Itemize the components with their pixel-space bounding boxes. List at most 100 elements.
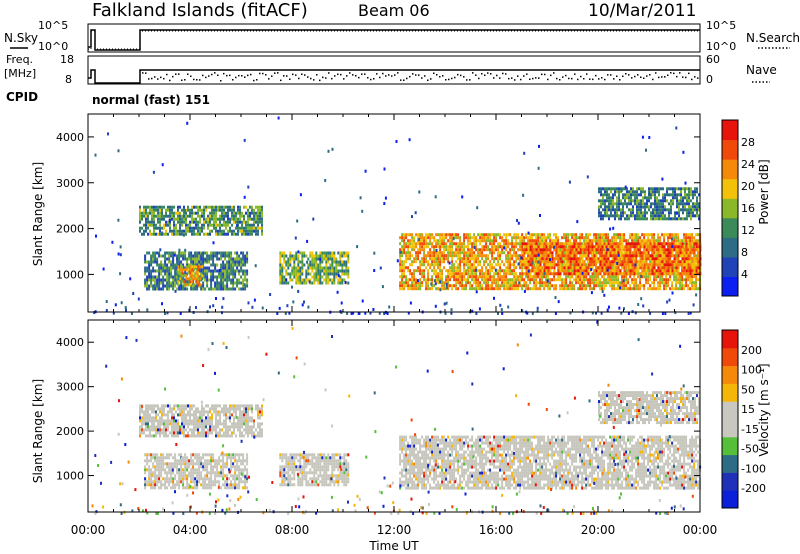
power-cell bbox=[461, 242, 464, 246]
power-cell bbox=[631, 278, 634, 282]
power-cell bbox=[307, 272, 310, 276]
power-cell bbox=[295, 278, 298, 282]
power-cell bbox=[453, 254, 456, 258]
power-cell bbox=[261, 205, 263, 209]
freq-label-2: [MHz] bbox=[4, 67, 36, 80]
power-cell bbox=[679, 245, 682, 249]
power-cell bbox=[206, 272, 209, 276]
power-cell bbox=[173, 223, 175, 227]
power-cell bbox=[659, 257, 662, 261]
power-cell bbox=[214, 254, 217, 258]
power-cell bbox=[647, 278, 650, 282]
power-cell bbox=[683, 251, 686, 255]
nave-dot bbox=[583, 78, 585, 80]
power-cell bbox=[503, 233, 506, 237]
power-cell bbox=[441, 284, 444, 288]
power-cell bbox=[291, 257, 294, 261]
power-cell bbox=[616, 205, 618, 209]
power-cell bbox=[625, 251, 628, 255]
power-cell bbox=[463, 263, 466, 267]
power-cell bbox=[257, 226, 259, 230]
power-cell bbox=[347, 257, 350, 261]
power-cell bbox=[173, 232, 175, 236]
power-cell bbox=[204, 278, 207, 282]
power-cell bbox=[623, 266, 626, 270]
power-cell bbox=[311, 275, 314, 279]
power-cell bbox=[177, 220, 179, 224]
power-cell bbox=[653, 284, 656, 288]
power-cell bbox=[311, 281, 314, 285]
power-cell bbox=[425, 278, 428, 282]
power-cell bbox=[243, 205, 245, 209]
power-cell bbox=[668, 193, 670, 197]
power-cell bbox=[649, 269, 652, 273]
power-cell bbox=[197, 265, 200, 269]
power-cell bbox=[481, 284, 484, 288]
power-cell bbox=[605, 242, 608, 246]
power-cell bbox=[150, 269, 153, 273]
power-cell bbox=[675, 284, 678, 288]
power-cell bbox=[203, 217, 205, 221]
power-cell bbox=[483, 260, 486, 264]
power-cell bbox=[597, 257, 600, 261]
power-cell bbox=[676, 205, 678, 209]
power-cell bbox=[559, 257, 562, 261]
power-cell bbox=[155, 214, 157, 218]
power-cell bbox=[671, 260, 674, 264]
power-cell bbox=[523, 245, 526, 249]
power-cell bbox=[415, 260, 418, 264]
power-cell bbox=[539, 242, 542, 246]
power-cell bbox=[651, 233, 654, 237]
power-cell bbox=[667, 257, 670, 261]
power-cell bbox=[507, 272, 510, 276]
power-cell bbox=[691, 233, 694, 237]
power-cell bbox=[533, 248, 536, 252]
power-cell bbox=[443, 239, 446, 243]
power-cell bbox=[189, 283, 192, 287]
power-cell bbox=[585, 251, 588, 255]
power-cell bbox=[343, 278, 346, 282]
power-cell bbox=[475, 278, 478, 282]
power-cell bbox=[645, 248, 648, 252]
power-cell bbox=[169, 223, 171, 227]
power-cell bbox=[505, 242, 508, 246]
power-cell bbox=[563, 269, 566, 273]
power-cell bbox=[603, 233, 606, 237]
power-cell bbox=[606, 205, 608, 209]
power-cell bbox=[463, 242, 466, 246]
power-cell bbox=[253, 217, 255, 221]
power-cell bbox=[226, 284, 229, 288]
power-cell bbox=[491, 263, 494, 267]
power-cell bbox=[209, 211, 211, 215]
nave-dot bbox=[481, 73, 483, 75]
power-cell bbox=[563, 278, 566, 282]
power-cell bbox=[555, 257, 558, 261]
power-cell bbox=[663, 248, 666, 252]
power-cell bbox=[625, 272, 628, 276]
power-cell bbox=[425, 239, 428, 243]
power-cell bbox=[473, 233, 476, 237]
power-cell bbox=[168, 287, 171, 291]
power-cell bbox=[189, 271, 192, 275]
power-cell bbox=[511, 269, 514, 273]
power-cell bbox=[309, 251, 312, 255]
power-cell bbox=[455, 233, 458, 237]
power-cell bbox=[609, 284, 612, 288]
power-cell bbox=[217, 208, 219, 212]
power-cell bbox=[630, 199, 632, 203]
power-cell bbox=[297, 254, 300, 258]
power-cell bbox=[425, 281, 428, 285]
power-cell bbox=[146, 269, 149, 273]
power-cell bbox=[679, 281, 682, 285]
power-cell bbox=[651, 239, 654, 243]
power-cell bbox=[591, 281, 594, 285]
power-cell bbox=[219, 217, 221, 221]
power-cell bbox=[519, 236, 522, 240]
power-cell bbox=[553, 248, 556, 252]
power-cell bbox=[207, 214, 209, 218]
power-cell bbox=[197, 274, 200, 278]
power-cell bbox=[652, 193, 654, 197]
power-cell bbox=[641, 284, 644, 288]
power-cell bbox=[157, 214, 159, 218]
power-cell bbox=[148, 269, 151, 273]
